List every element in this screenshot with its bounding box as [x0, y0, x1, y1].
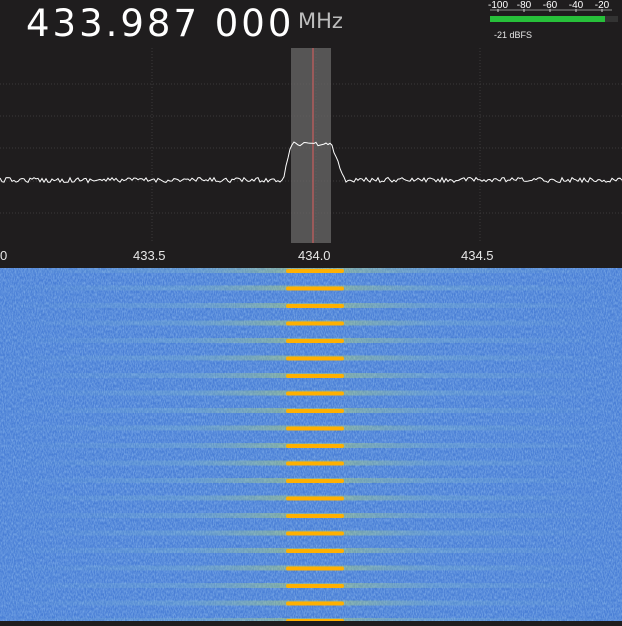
- waterfall-display[interactable]: [0, 268, 622, 623]
- spectrum-plot[interactable]: [0, 48, 622, 243]
- scale-label: 434.0: [298, 248, 331, 263]
- waterfall-rows: [0, 268, 622, 623]
- signal-burst: [286, 496, 344, 501]
- meter-tick-label: -20: [595, 0, 610, 11]
- spectrum-trace: [0, 141, 622, 184]
- spectrum-graph: [0, 48, 622, 243]
- signal-burst: [286, 426, 344, 431]
- signal-burst: [286, 461, 344, 466]
- signal-burst: [286, 356, 344, 361]
- meter-tick-label: -80: [517, 0, 532, 11]
- meter-tick-label: -60: [543, 0, 558, 11]
- frequency-bar: 433.987 000 MHz -100 -80 -60 -40 -20 -21…: [0, 0, 622, 48]
- meter-level-bar: [490, 16, 605, 22]
- signal-burst: [286, 286, 344, 291]
- meter-readout: -21 dBFS: [494, 30, 533, 40]
- signal-burst: [286, 566, 344, 571]
- meter-tick-label: -100: [488, 0, 508, 11]
- scale-label: 434.5: [461, 248, 494, 263]
- signal-burst: [286, 409, 344, 413]
- signal-burst: [286, 549, 344, 553]
- signal-burst: [286, 321, 344, 326]
- signal-burst: [286, 444, 344, 448]
- meter-graphic: -100 -80 -60 -40 -20: [488, 0, 618, 22]
- signal-burst: [286, 514, 344, 518]
- signal-burst: [286, 601, 344, 606]
- signal-burst: [286, 391, 344, 396]
- signal-burst: [286, 304, 344, 308]
- signal-burst: [286, 479, 344, 483]
- signal-burst: [286, 339, 344, 343]
- signal-level-meter: -100 -80 -60 -40 -20 -21 dBFS: [486, 0, 622, 48]
- scale-label: 0: [0, 248, 8, 263]
- meter-tick-label: -40: [569, 0, 584, 11]
- frequency-scale: 0 433.5 434.0 434.5: [0, 243, 622, 268]
- scale-label: 433.5: [133, 248, 166, 263]
- signal-burst: [286, 269, 344, 273]
- signal-burst: [286, 584, 344, 588]
- signal-burst: [286, 374, 344, 378]
- frequency-unit: MHz: [298, 9, 343, 33]
- filter-passband[interactable]: [291, 48, 331, 243]
- waterfall-graphic: [0, 268, 622, 623]
- frequency-readout[interactable]: 433.987 000: [26, 2, 295, 45]
- signal-burst: [286, 531, 344, 536]
